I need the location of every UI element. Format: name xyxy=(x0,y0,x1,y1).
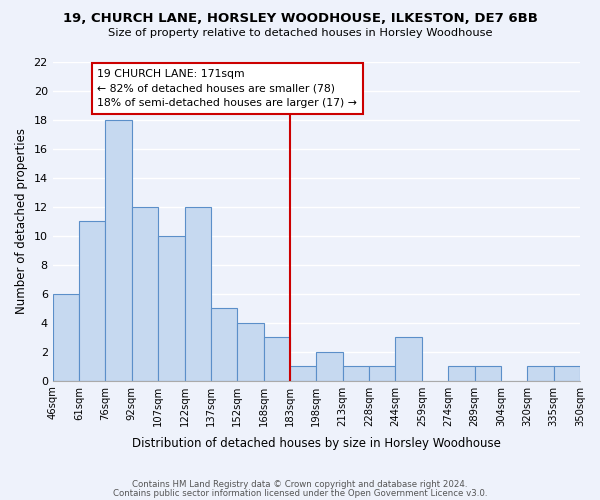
Bar xyxy=(132,206,158,380)
Bar xyxy=(316,352,343,380)
Bar xyxy=(237,322,263,380)
Bar xyxy=(158,236,185,380)
Text: Contains HM Land Registry data © Crown copyright and database right 2024.: Contains HM Land Registry data © Crown c… xyxy=(132,480,468,489)
Text: Size of property relative to detached houses in Horsley Woodhouse: Size of property relative to detached ho… xyxy=(108,28,492,38)
Bar xyxy=(343,366,369,380)
Bar xyxy=(106,120,132,380)
Bar xyxy=(527,366,554,380)
Bar xyxy=(290,366,316,380)
Bar xyxy=(369,366,395,380)
Bar xyxy=(395,337,422,380)
Bar xyxy=(79,221,106,380)
X-axis label: Distribution of detached houses by size in Horsley Woodhouse: Distribution of detached houses by size … xyxy=(132,437,501,450)
Bar xyxy=(448,366,475,380)
Bar xyxy=(475,366,501,380)
Text: Contains public sector information licensed under the Open Government Licence v3: Contains public sector information licen… xyxy=(113,489,487,498)
Bar xyxy=(53,294,79,380)
Bar xyxy=(211,308,237,380)
Text: 19 CHURCH LANE: 171sqm
← 82% of detached houses are smaller (78)
18% of semi-det: 19 CHURCH LANE: 171sqm ← 82% of detached… xyxy=(97,69,358,108)
Bar xyxy=(263,337,290,380)
Y-axis label: Number of detached properties: Number of detached properties xyxy=(15,128,28,314)
Bar xyxy=(554,366,580,380)
Text: 19, CHURCH LANE, HORSLEY WOODHOUSE, ILKESTON, DE7 6BB: 19, CHURCH LANE, HORSLEY WOODHOUSE, ILKE… xyxy=(62,12,538,26)
Bar xyxy=(185,206,211,380)
